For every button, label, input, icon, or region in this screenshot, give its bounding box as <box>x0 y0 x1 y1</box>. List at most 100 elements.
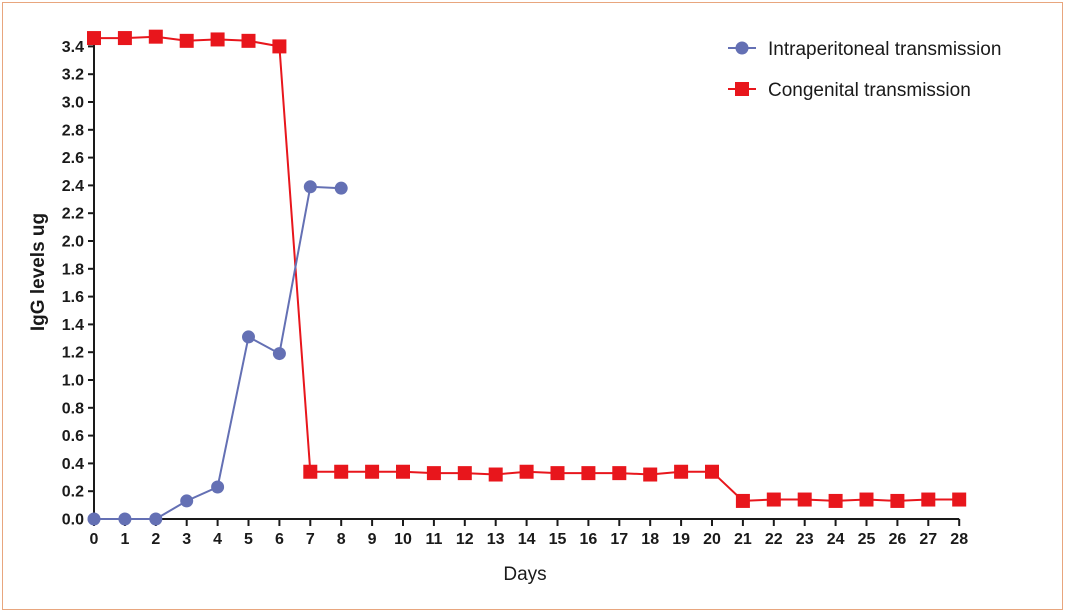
y-tick-label: 0.6 <box>62 428 84 445</box>
data-point-congenital <box>921 492 936 507</box>
x-tick-label: 25 <box>858 531 876 548</box>
y-tick-label: 0.4 <box>62 456 84 473</box>
data-point-congenital <box>550 466 565 481</box>
x-tick-label: 16 <box>580 531 598 548</box>
series-line-congenital <box>94 35 960 502</box>
y-tick-label: 2.6 <box>62 150 84 167</box>
x-tick-label: 23 <box>796 531 814 548</box>
data-point-congenital <box>117 31 132 46</box>
x-tick-label: 1 <box>120 531 129 548</box>
x-tick-label: 4 <box>213 531 222 548</box>
x-tick-label: 11 <box>425 531 442 548</box>
series-intraperitoneal <box>87 180 348 526</box>
data-point-congenital <box>952 492 967 507</box>
legend-label-congenital: Congenital transmission <box>768 80 971 101</box>
x-tick-label: 9 <box>368 531 377 548</box>
y-tick-label: 1.8 <box>62 261 84 278</box>
data-point-congenital <box>581 466 596 481</box>
x-tick-label: 20 <box>703 531 721 548</box>
data-point-intraperitoneal <box>180 494 194 508</box>
data-point-intraperitoneal <box>149 512 163 526</box>
x-tick-label: 26 <box>889 531 907 548</box>
legend-label-intraperitoneal: Intraperitoneal transmission <box>768 39 1001 60</box>
data-point-congenital <box>890 493 905 508</box>
x-tick-label: 27 <box>919 531 937 548</box>
series-group <box>87 29 967 526</box>
y-tick-label: 1.4 <box>62 317 84 334</box>
y-tick-label: 1.0 <box>62 373 84 390</box>
data-point-congenital <box>334 464 349 479</box>
data-point-congenital <box>457 466 472 481</box>
data-point-congenital <box>488 467 503 482</box>
x-tick-label: 24 <box>827 531 845 548</box>
x-axis-ticks: 0 1 2 3 4 5 6 7 8 9 10 11 12 13 14 15 16 17 18 19 20 21 22 23 24… <box>90 519 968 548</box>
data-point-congenital <box>674 464 689 479</box>
x-tick-label: 14 <box>518 531 536 548</box>
data-point-intraperitoneal <box>87 512 101 526</box>
data-point-congenital <box>303 464 318 479</box>
y-tick-label: 2.2 <box>62 206 84 223</box>
y-tick-label: 3.4 <box>62 39 84 56</box>
data-point-intraperitoneal <box>272 347 286 361</box>
data-point-congenital <box>612 466 627 481</box>
x-tick-label: 13 <box>487 531 505 548</box>
data-point-congenital <box>241 33 256 48</box>
x-tick-label: 12 <box>456 531 474 548</box>
data-point-congenital <box>148 29 163 44</box>
x-tick-label: 10 <box>394 531 412 548</box>
y-tick-label: 2.8 <box>62 122 84 139</box>
data-point-congenital <box>272 39 287 54</box>
x-tick-label: 3 <box>182 531 191 548</box>
x-tick-label: 18 <box>641 531 659 548</box>
y-tick-label: 0.0 <box>62 512 84 529</box>
y-axis-ticks: 0.0 0.2 0.4 0.6 0.8 1.0 1.2 1.4 1.6 1.8 2.0 2.2 2.4 2… <box>62 39 94 529</box>
data-point-congenital <box>797 492 812 507</box>
x-tick-label: 8 <box>337 531 346 548</box>
data-point-congenital <box>643 467 658 482</box>
y-tick-label: 3.0 <box>62 95 84 112</box>
y-tick-label: 2.4 <box>62 178 84 195</box>
data-point-congenital <box>519 464 534 479</box>
legend-marker-intraperitoneal <box>735 41 749 55</box>
data-point-congenital <box>365 464 380 479</box>
y-tick-label: 0.2 <box>62 484 84 501</box>
legend-marker-congenital <box>735 82 749 96</box>
data-point-congenital <box>705 464 719 479</box>
y-tick-label: 1.2 <box>62 345 84 362</box>
data-point-intraperitoneal <box>118 512 132 526</box>
data-point-congenital <box>735 493 750 508</box>
data-point-intraperitoneal <box>334 181 348 195</box>
data-point-congenital <box>210 32 225 47</box>
x-tick-label: 6 <box>275 531 284 548</box>
data-point-intraperitoneal <box>242 330 255 344</box>
x-tick-label: 17 <box>610 531 628 548</box>
data-point-congenital <box>859 492 874 507</box>
data-point-congenital <box>828 493 843 508</box>
data-point-congenital <box>179 33 194 48</box>
y-axis-title: IgG levels ug <box>28 213 49 331</box>
x-tick-label: 5 <box>244 531 253 548</box>
x-tick-label: 19 <box>672 531 690 548</box>
x-tick-label: 21 <box>734 531 752 548</box>
data-point-congenital <box>396 464 410 479</box>
y-tick-label: 0.8 <box>62 400 84 417</box>
x-tick-label: 0 <box>90 531 99 548</box>
data-point-intraperitoneal <box>211 480 225 494</box>
y-tick-label: 3.2 <box>62 67 84 84</box>
x-tick-label: 15 <box>549 531 567 548</box>
y-tick-label: 2.0 <box>62 234 84 251</box>
data-point-congenital <box>766 492 781 507</box>
legend: Intraperitoneal transmission Congenital … <box>728 39 1001 101</box>
x-tick-label: 7 <box>306 531 315 548</box>
x-axis-title: Days <box>503 564 546 585</box>
x-tick-label: 28 <box>950 531 968 548</box>
series-congenital <box>87 29 967 508</box>
axes <box>93 32 960 520</box>
x-tick-label: 22 <box>765 531 783 548</box>
x-tick-label: 2 <box>151 531 160 548</box>
data-point-congenital <box>426 466 441 481</box>
data-point-congenital <box>87 31 101 46</box>
data-point-intraperitoneal <box>303 180 317 194</box>
